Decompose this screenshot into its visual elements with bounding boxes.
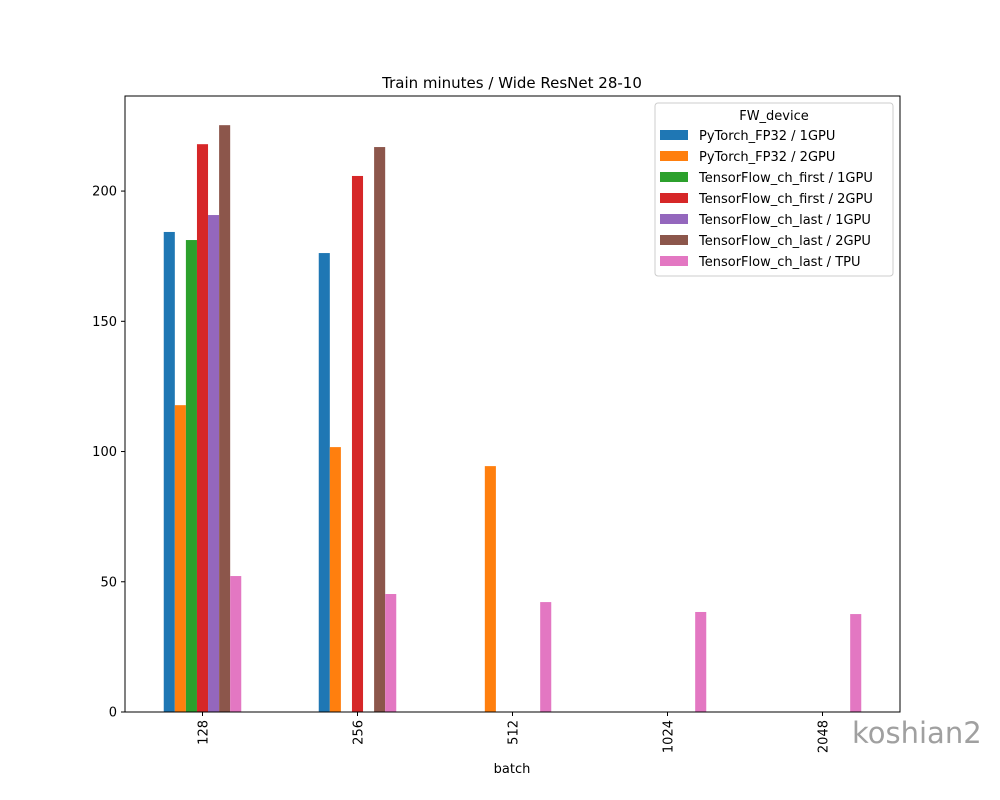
bar [385, 594, 397, 712]
bar [174, 405, 186, 712]
bar [329, 447, 341, 712]
legend-label: TensorFlow_ch_last / 2GPU [698, 234, 871, 249]
bar [351, 175, 364, 713]
bar [540, 602, 552, 712]
legend-swatch [660, 193, 688, 203]
watermark: koshian2 [852, 716, 982, 750]
x-axis-label: batch [494, 762, 531, 777]
legend-swatch [660, 256, 688, 266]
bar [374, 147, 386, 713]
legend-label: PyTorch_FP32 / 1GPU [699, 129, 835, 144]
legend-swatch [660, 172, 688, 182]
legend: FW_device PyTorch_FP32 / 1GPU PyTorch_FP32… [654, 102, 894, 277]
bar [219, 125, 231, 712]
legend-swatch [660, 130, 688, 140]
x-tick-label: 256 [352, 720, 367, 745]
bar [484, 466, 496, 712]
legend-title: FW_device [739, 109, 809, 124]
legend-label: TensorFlow_ch_last / TPU [698, 255, 861, 270]
bar [850, 614, 862, 712]
bar [318, 253, 330, 712]
y-tick-label: 0 [109, 706, 117, 721]
bar [163, 231, 175, 713]
bar [185, 240, 197, 712]
bar [196, 144, 209, 713]
legend-swatch [660, 151, 688, 161]
x-tick-label: 512 [507, 720, 522, 745]
legend-swatch [660, 235, 688, 245]
legend-label: TensorFlow_ch_first / 2GPU [698, 192, 873, 207]
legend-swatch [660, 214, 688, 224]
y-tick-label: 200 [92, 185, 117, 200]
bar [695, 611, 707, 712]
bar [230, 576, 242, 712]
legend-label: TensorFlow_ch_first / 1GPU [698, 171, 873, 186]
x-tick-label: 1024 [662, 720, 677, 753]
x-tick-label: 128 [197, 720, 212, 745]
y-tick-label: 100 [92, 445, 117, 460]
bar [208, 215, 220, 712]
legend-box [654, 102, 894, 277]
x-tick-label: 2048 [817, 720, 832, 753]
y-tick-label: 50 [100, 575, 117, 590]
y-tick-label: 150 [92, 315, 117, 330]
chart-title: Train minutes / Wide ResNet 28-10 [381, 74, 642, 92]
legend-label: TensorFlow_ch_last / 1GPU [698, 213, 871, 228]
legend-label: PyTorch_FP32 / 2GPU [699, 150, 835, 165]
